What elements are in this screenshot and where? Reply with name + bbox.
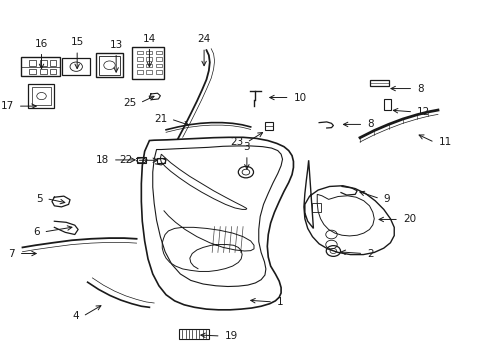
Text: 8: 8 [367,120,374,129]
Bar [96,53,123,77]
Bar [369,80,389,86]
Bar [156,57,162,61]
Text: 5: 5 [36,194,43,204]
Bar [62,58,90,75]
Bar [156,64,162,67]
Text: 18: 18 [96,155,109,165]
Bar [132,46,164,79]
Text: 8: 8 [417,84,424,94]
Bar [99,56,120,75]
Text: 4: 4 [73,311,79,321]
Text: 14: 14 [143,34,156,44]
Bar [29,69,36,74]
Text: 22: 22 [120,155,133,165]
Text: 11: 11 [439,138,452,147]
Text: 2: 2 [367,248,374,258]
Bar [137,157,146,163]
Bar [156,70,162,74]
Bar [21,57,60,76]
Bar [146,57,152,61]
Bar [40,60,47,66]
Bar [137,70,143,74]
Bar [137,57,143,61]
Bar [384,99,391,110]
Bar [49,69,56,74]
Bar [146,51,152,54]
Bar [137,64,143,67]
Bar [29,60,36,66]
Text: 9: 9 [384,194,391,204]
Text: 12: 12 [417,107,430,117]
Bar [146,64,152,67]
Text: 13: 13 [110,40,123,50]
Text: 16: 16 [35,39,48,49]
Text: 10: 10 [294,93,307,103]
Text: 3: 3 [244,142,250,152]
Bar [179,329,209,338]
Bar [40,69,47,74]
Text: 6: 6 [33,227,40,237]
Bar [265,122,272,130]
Text: 25: 25 [123,98,136,108]
Bar [28,84,54,108]
Bar [312,203,321,212]
Text: 7: 7 [8,248,15,258]
Bar [31,87,51,105]
Text: 20: 20 [403,215,416,224]
Bar [146,70,152,74]
Text: 21: 21 [154,114,167,124]
Bar [156,158,165,163]
Text: 24: 24 [197,35,211,44]
Text: 15: 15 [71,37,84,47]
Text: 19: 19 [224,331,238,341]
Text: 23: 23 [230,138,243,147]
Bar [156,51,162,54]
Bar [49,60,56,66]
Text: 1: 1 [277,297,283,307]
Text: 17: 17 [0,101,14,111]
Bar [137,51,143,54]
